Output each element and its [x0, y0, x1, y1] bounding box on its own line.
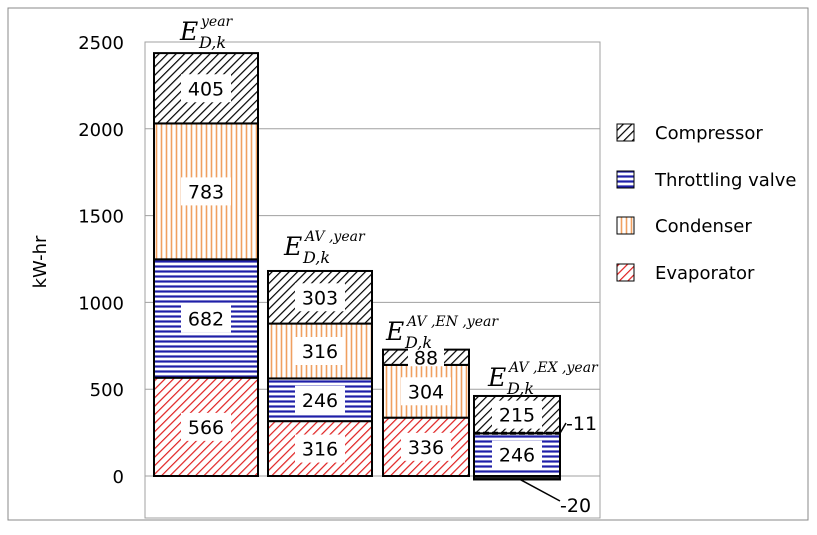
category-sub: D,k	[198, 33, 226, 52]
category-sub: D,k	[302, 248, 330, 267]
bar-condenser-label: 304	[408, 381, 444, 403]
y-tick-label: 1000	[78, 293, 124, 314]
bar-throttling-valve-label: 246	[499, 445, 535, 467]
bar-evaporator-label: 316	[302, 439, 338, 461]
legend-item-condenser: Condenser	[616, 216, 752, 237]
bar-throttling-valve-label: 246	[302, 390, 338, 412]
category-base: E	[179, 17, 198, 46]
bar-compressor-label: 303	[302, 287, 338, 309]
bar-evaporator-label: 336	[408, 437, 444, 459]
bar-throttling-valve-label-bg	[492, 440, 542, 469]
legend-item-throttling-valve: Throttling valve	[616, 170, 797, 191]
category-base: E	[283, 232, 302, 261]
y-tick-label: 2000	[78, 120, 124, 141]
category-label: E D,k AV ,EX ,year	[487, 360, 599, 398]
bar-condenser-label: 316	[302, 341, 338, 363]
bar-compressor-label-bg	[181, 74, 231, 103]
bar-compressor-label-bg	[295, 283, 345, 312]
bar-condenser-label: 783	[188, 181, 224, 203]
legend-swatch	[616, 123, 635, 142]
bar-compressor-label: 88	[414, 347, 438, 369]
bar-throttling-valve-label-bg	[181, 304, 231, 333]
legend-label: Condenser	[655, 216, 752, 237]
legend-item-evaporator: Evaporator	[616, 263, 755, 284]
legend: Compressor Throttling valve Condenser Evapo…	[616, 123, 797, 284]
y-tick-label: 0	[113, 467, 124, 488]
legend-item-compressor: Compressor	[616, 123, 763, 144]
category-label: E D,k year	[179, 14, 234, 52]
bar-compressor-label-bg	[492, 400, 542, 429]
callout-line	[519, 478, 561, 502]
bar-evaporator-label-bg	[181, 412, 231, 441]
bar-compressor-label-bg	[408, 348, 444, 367]
category-base: E	[487, 363, 506, 392]
bar-condenser-label-bg	[181, 177, 231, 206]
bar-evaporator-label: -20	[560, 495, 591, 517]
bar-condenser-label: -11	[566, 413, 597, 435]
bar-condenser-label-bg	[401, 377, 451, 406]
legend-swatch	[616, 216, 635, 235]
category-sup: AV ,EX ,year	[507, 360, 599, 376]
y-tick-label: 1500	[78, 207, 124, 228]
bar-evaporator-label-bg	[401, 432, 451, 461]
bar-evaporator-label-bg	[295, 434, 345, 463]
legend-label: Throttling valve	[654, 170, 797, 191]
category-base: E	[385, 317, 404, 346]
legend-swatch	[616, 170, 635, 189]
bar-condenser-label-bg	[295, 337, 345, 366]
bar-evaporator-label: 566	[188, 417, 224, 439]
category-label: E D,k AV ,year	[283, 229, 366, 267]
legend-label: Compressor	[655, 123, 763, 144]
category-sub: D,k	[506, 379, 534, 398]
category-sub: D,k	[404, 333, 432, 352]
callout-line	[559, 422, 567, 434]
y-axis-label: kW-hr	[30, 235, 51, 288]
category-sup: AV ,EN ,year	[405, 314, 499, 330]
category-sup: AV ,year	[303, 229, 366, 245]
bar-compressor-label: 405	[188, 78, 224, 100]
y-tick-label: 500	[90, 380, 124, 401]
bar-labels: 566 682 783 405 316 246 316 303 336 304 88 246 215 -1…	[181, 74, 597, 517]
legend-swatch	[616, 263, 635, 282]
y-tick-label: 2500	[78, 33, 124, 54]
y-axis-ticks: 0 500 1000 1500 2000 2500	[78, 33, 124, 488]
bar-compressor-label: 215	[499, 405, 535, 427]
category-sup: year	[200, 14, 234, 30]
bar-evaporator	[473, 475, 561, 481]
bar-throttling-valve-label-bg	[295, 385, 345, 414]
legend-label: Evaporator	[655, 263, 755, 284]
category-label: E D,k AV ,EN ,year	[385, 314, 499, 352]
bar-throttling-valve-label: 682	[188, 309, 224, 331]
